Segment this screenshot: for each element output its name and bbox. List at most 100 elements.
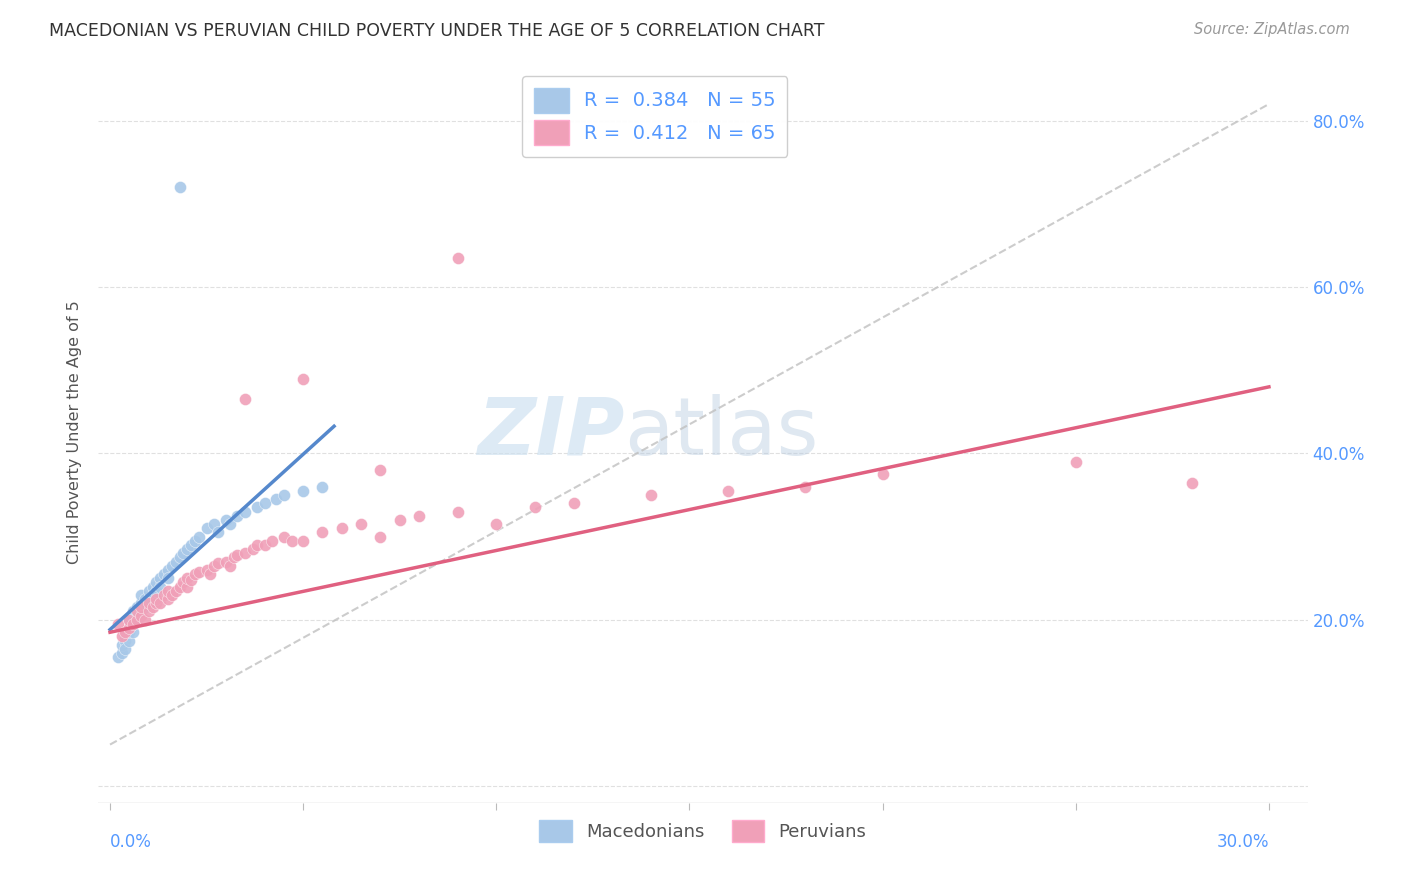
Point <box>118 613 141 627</box>
Point <box>134 600 156 615</box>
Point <box>447 505 470 519</box>
Point <box>172 546 194 560</box>
Point <box>176 542 198 557</box>
Text: atlas: atlas <box>624 393 818 472</box>
Point <box>141 588 163 602</box>
Text: MACEDONIAN VS PERUVIAN CHILD POVERTY UNDER THE AGE OF 5 CORRELATION CHART: MACEDONIAN VS PERUVIAN CHILD POVERTY UND… <box>49 22 825 40</box>
Point <box>129 588 152 602</box>
Point <box>160 588 183 602</box>
Point <box>125 608 148 623</box>
Point <box>156 592 179 607</box>
Point <box>176 571 198 585</box>
Point <box>153 588 176 602</box>
Point <box>311 525 333 540</box>
Point <box>134 592 156 607</box>
Point <box>141 600 163 615</box>
Point <box>149 580 172 594</box>
Point <box>242 542 264 557</box>
Point <box>233 546 256 560</box>
Point <box>246 500 269 515</box>
Point <box>114 629 136 643</box>
Point <box>110 646 132 660</box>
Point <box>149 571 172 585</box>
Point <box>233 392 256 407</box>
Point <box>149 596 172 610</box>
Point <box>129 605 152 619</box>
Point <box>180 538 202 552</box>
Point <box>1064 455 1087 469</box>
Point <box>122 616 145 631</box>
Point <box>114 625 136 640</box>
Point <box>129 596 152 610</box>
Point <box>408 508 430 523</box>
Point <box>218 517 240 532</box>
Point <box>872 467 894 482</box>
Point <box>562 496 585 510</box>
Point <box>141 580 163 594</box>
Point <box>172 575 194 590</box>
Point <box>114 641 136 656</box>
Point <box>122 616 145 631</box>
Point <box>523 500 546 515</box>
Point <box>207 556 229 570</box>
Point <box>165 555 187 569</box>
Point <box>202 517 225 532</box>
Point <box>226 548 249 562</box>
Point <box>129 600 152 615</box>
Point <box>330 521 353 535</box>
Point <box>165 583 187 598</box>
Point <box>794 480 817 494</box>
Point <box>262 533 284 548</box>
Point <box>222 550 245 565</box>
Point <box>292 483 315 498</box>
Point <box>125 600 148 615</box>
Point <box>156 571 179 585</box>
Point <box>215 513 238 527</box>
Point <box>110 629 132 643</box>
Legend: Macedonians, Peruvians: Macedonians, Peruvians <box>531 813 875 849</box>
Point <box>138 596 160 610</box>
Point <box>1181 475 1204 490</box>
Point <box>253 538 276 552</box>
Point <box>200 567 222 582</box>
Point <box>180 573 202 587</box>
Point <box>125 605 148 619</box>
Point <box>169 580 191 594</box>
Point <box>246 538 269 552</box>
Point <box>110 638 132 652</box>
Point <box>156 563 179 577</box>
Point <box>122 605 145 619</box>
Point <box>280 533 302 548</box>
Point <box>184 567 207 582</box>
Point <box>153 567 176 582</box>
Point <box>138 583 160 598</box>
Point <box>233 505 256 519</box>
Point <box>253 496 276 510</box>
Point <box>311 480 333 494</box>
Point <box>122 625 145 640</box>
Point <box>717 483 740 498</box>
Text: ZIP: ZIP <box>477 393 624 472</box>
Point <box>485 517 508 532</box>
Point <box>202 558 225 573</box>
Point <box>145 575 167 590</box>
Point <box>118 621 141 635</box>
Text: Source: ZipAtlas.com: Source: ZipAtlas.com <box>1194 22 1350 37</box>
Point <box>169 180 191 194</box>
Text: 0.0%: 0.0% <box>110 833 152 851</box>
Point <box>138 592 160 607</box>
Point <box>176 580 198 594</box>
Point <box>184 533 207 548</box>
Point <box>138 596 160 610</box>
Point <box>134 613 156 627</box>
Point <box>138 605 160 619</box>
Point <box>160 558 183 573</box>
Point <box>145 592 167 607</box>
Point <box>156 583 179 598</box>
Point <box>118 613 141 627</box>
Point <box>129 608 152 623</box>
Text: 30.0%: 30.0% <box>1216 833 1270 851</box>
Point <box>169 550 191 565</box>
Point <box>350 517 373 532</box>
Point <box>118 625 141 640</box>
